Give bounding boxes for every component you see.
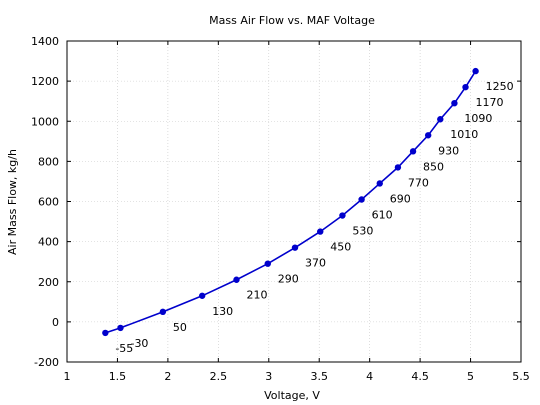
axis-ticks <box>66 40 522 363</box>
data-point <box>409 148 417 155</box>
x-tick-label: 4 <box>366 370 373 383</box>
x-tick-label: 3 <box>265 370 272 383</box>
data-point <box>376 180 383 187</box>
x-axis-label: Voltage, V <box>264 389 320 402</box>
y-tick-label: 800 <box>38 155 59 168</box>
data-point <box>291 244 299 251</box>
data-label: 690 <box>390 192 411 205</box>
data-point <box>117 324 124 332</box>
data-label: 50 <box>173 321 187 334</box>
plot-frame <box>66 40 522 363</box>
data-label: 210 <box>246 289 267 302</box>
data-point <box>472 67 479 75</box>
data-point <box>339 212 346 219</box>
data-point <box>394 164 402 171</box>
data-point <box>159 308 167 316</box>
y-tick-label: 400 <box>38 236 59 249</box>
data-label: -55 <box>115 342 133 355</box>
data-label: 530 <box>352 225 373 238</box>
x-tick-label: 5.5 <box>512 370 530 383</box>
y-tick-label: -200 <box>34 356 59 369</box>
x-tick-label: 3.5 <box>310 370 328 383</box>
data-label: 930 <box>438 144 459 157</box>
data-point <box>198 292 206 299</box>
data-label: 450 <box>330 241 351 254</box>
data-point <box>358 196 365 203</box>
data-point <box>102 329 109 337</box>
x-tick-label: 1.5 <box>109 370 127 383</box>
data-point <box>424 132 432 139</box>
data-points <box>102 67 479 337</box>
data-point <box>437 116 444 123</box>
data-label: 1250 <box>486 80 514 93</box>
x-tick-label: 1 <box>64 370 71 383</box>
data-label: 850 <box>423 160 444 173</box>
x-tick-label: 2 <box>164 370 171 383</box>
data-label: 610 <box>372 208 393 221</box>
grid-lines <box>67 41 521 362</box>
data-point <box>233 276 240 283</box>
data-label: 770 <box>408 176 429 189</box>
y-tick-label: 600 <box>38 196 59 209</box>
series-line <box>105 70 477 334</box>
data-point <box>317 228 324 235</box>
y-axis-label: Air Mass Flow, kg/h <box>6 149 19 255</box>
y-tick-label: 0 <box>52 316 59 329</box>
y-tick-label: 1000 <box>31 115 59 128</box>
y-tick-label: 1400 <box>31 35 59 48</box>
y-tick-labels: -200 0 200 400 600 800 1000 1200 1400 <box>31 35 59 369</box>
data-label: 1010 <box>450 128 478 141</box>
data-label: 290 <box>278 273 299 286</box>
x-tick-label: 2.5 <box>210 370 228 383</box>
data-label: 130 <box>212 305 233 318</box>
chart-title: Mass Air Flow vs. MAF Voltage <box>209 14 375 27</box>
data-point <box>264 260 271 267</box>
y-tick-label: 1200 <box>31 75 59 88</box>
data-label: -30 <box>130 337 148 350</box>
data-label: 370 <box>305 257 326 270</box>
x-tick-labels: 1 1.5 2 2.5 3 3.5 4 4.5 5 5.5 <box>64 370 530 383</box>
x-tick-label: 4.5 <box>411 370 429 383</box>
data-label: 1090 <box>464 112 492 125</box>
x-tick-label: 5 <box>467 370 474 383</box>
data-label: 1170 <box>476 96 504 109</box>
y-tick-label: 200 <box>38 276 59 289</box>
data-point <box>451 99 458 107</box>
data-point <box>462 83 469 91</box>
